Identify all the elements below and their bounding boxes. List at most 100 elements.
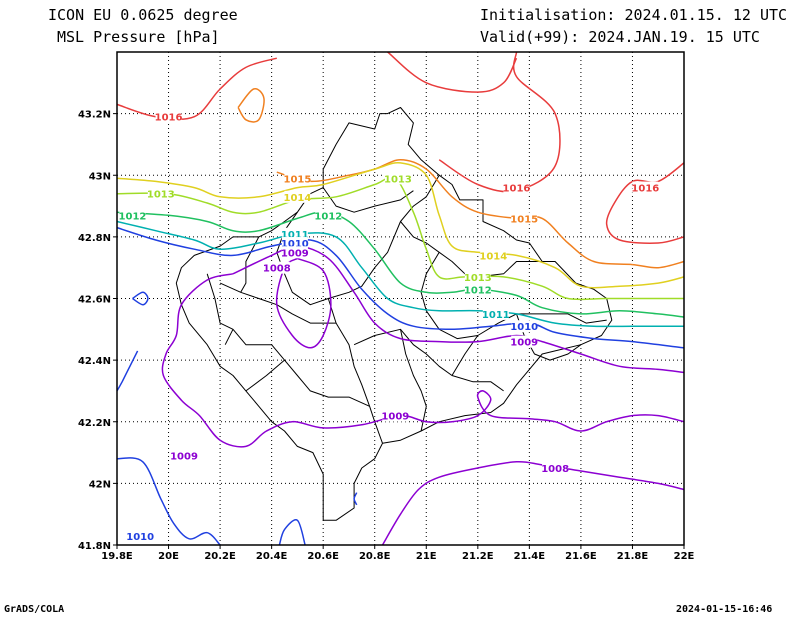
model-title: ICON EU 0.0625 degree [48,6,238,24]
admin-boundary [245,359,285,392]
variable-title: MSL Pressure [hPa] [57,28,220,46]
initialisation-time: Initialisation: 2024.01.15. 12 UTC [480,6,788,24]
isobar-label-bg [542,461,569,474]
x-tick-label: 21.4E [514,551,546,562]
isobar-label-bg [281,237,308,250]
isobar-label-bg [119,209,146,222]
x-tick-label: 20.8E [359,551,391,562]
isobar-label: 1016 [631,184,659,195]
admin-boundary [400,329,427,432]
isobar-label-bg [511,212,538,225]
isobar-label-bg [464,283,491,296]
admin-boundary [322,187,414,213]
isobar-1010 [116,350,139,392]
isobar-1016 [387,51,518,93]
isobar-label: 1009 [510,338,538,349]
isobar-1008 [275,257,332,349]
x-tick-label: 19.8E [101,551,133,562]
isobar-label: 1009 [281,248,309,259]
isobar-label-bg [632,181,659,194]
isobar-1010 [278,519,306,546]
isobar-1010 [116,226,685,349]
isobar-label: 1015 [283,174,311,185]
y-tick-label: 42N [89,479,111,490]
y-axis-ticks: 43.2N 43N 42.8N 42.6N 42.4N 42.2N 42N 41.8N [78,110,117,552]
admin-borders [175,107,613,521]
isobar-label-bg [263,261,290,274]
isobar-label: 1012 [464,285,492,296]
isobar-label-bg [384,172,411,185]
isobar-label: 1014 [283,193,311,204]
isobar-1010 [353,492,358,506]
isobar-1011 [116,220,684,328]
isobar-1013 [116,176,684,301]
x-tick-label: 21.2E [462,551,494,562]
isobar-label-bg [281,227,308,240]
x-tick-label: 22E [674,551,695,562]
admin-boundary [276,174,440,306]
admin-boundary [327,298,383,444]
isobar-1010 [132,291,149,306]
y-tick-label: 43N [89,171,111,182]
isobar-label: 1015 [510,214,538,225]
isobar-label-bg [171,449,198,462]
x-tick-label: 20.2E [204,551,236,562]
isobar-1016 [116,57,278,121]
x-tick-label: 20.4E [256,551,288,562]
y-tick-label: 42.2N [78,418,111,429]
isobar-label: 1010 [126,532,154,543]
isobar-1012 [116,211,685,318]
y-tick-label: 41.8N [78,541,111,552]
isobar-label: 1008 [541,464,569,475]
isobar-1014 [116,161,685,289]
y-tick-label: 42.8N [78,233,111,244]
x-tick-label: 20.6E [307,551,339,562]
y-tick-label: 42.4N [78,356,111,367]
x-tick-label: 21.8E [617,551,649,562]
isobar-1015 [237,87,265,123]
admin-boundary [206,273,234,345]
isobar-label: 1016 [155,113,183,124]
isobar-label-bg [284,190,311,203]
admin-boundary [400,221,543,278]
isobar-label: 1013 [384,174,412,185]
isobar-labels: 1016 1016 1016 1015 1015 1014 1014 1013 1013 1013… [119,110,659,543]
isobar-label: 1013 [147,190,175,201]
isobar-label-bg [127,529,154,542]
isobar-label: 1010 [510,322,538,333]
isobar-label-bg [382,409,409,422]
isobars [116,51,685,546]
isobar-label-bg [155,110,182,123]
valid-time: Valid(+99): 2024.JAN.19. 15 UTC [480,28,760,46]
y-tick-label: 42.6N [78,295,111,306]
isobar-1010 [116,457,221,546]
admin-boundary [232,328,370,407]
x-tick-label: 21.6E [565,551,597,562]
isobar-1008 [381,460,685,546]
isobar-1015 [276,159,685,269]
isobar-1009 [232,245,685,374]
isobar-label: 1011 [281,230,309,241]
isobar-label-bg [284,172,311,185]
isobar-label-bg [482,307,509,320]
x-tick-label: 21E [416,551,437,562]
isobar-label: 1016 [503,184,531,195]
isobar-label-bg [315,209,342,222]
isobar-label: 1013 [464,273,492,284]
footer-timestamp: 2024-01-15-16:46 [676,604,773,615]
admin-boundary [240,236,260,293]
isobar-label: 1010 [281,239,309,250]
footer-software: GrADS/COLA [4,604,65,615]
isobar-label-bg [503,181,530,194]
isobar-label: 1009 [381,412,409,423]
isobar-label: 1012 [314,211,342,222]
isobar-label: 1009 [170,452,198,463]
admin-boundary [175,107,613,521]
x-tick-label: 20E [158,551,179,562]
isobar-label-bg [147,187,174,200]
isobar-label-bg [464,270,491,283]
isobar-label-bg [281,246,308,259]
isobar-label: 1014 [479,251,507,262]
isobar-label: 1008 [263,264,291,275]
